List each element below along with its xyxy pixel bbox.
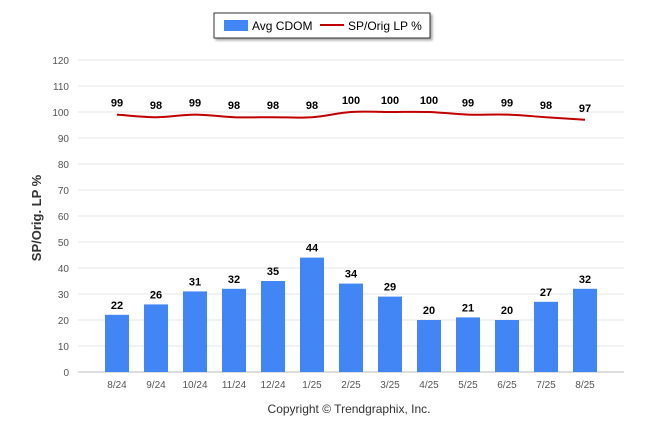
x-tick-label: 6/25 <box>497 380 517 391</box>
bar <box>573 288 597 372</box>
bar <box>300 257 324 372</box>
bar-data-label: 34 <box>345 269 358 281</box>
line-data-label: 99 <box>189 98 201 110</box>
line-data-label: 97 <box>579 103 591 115</box>
line-data-label: 99 <box>501 98 513 110</box>
bar-data-label: 26 <box>150 289 162 301</box>
bar-data-label: 22 <box>111 300 123 312</box>
line-data-label: 100 <box>420 95 438 107</box>
bar-data-label: 32 <box>579 274 591 286</box>
bar <box>339 283 363 372</box>
line-data-label: 100 <box>381 95 399 107</box>
bar-data-label: 20 <box>501 305 513 317</box>
line-data-label: 98 <box>267 100 279 112</box>
bar <box>495 320 519 372</box>
x-tick-label: 2/25 <box>341 380 361 391</box>
bar <box>534 301 558 372</box>
y-tick-label: 100 <box>52 108 69 119</box>
x-axis-ticks: 8/24 9/24 10/24 11/24 12/24 1/25 2/25 3/25 4/25 5… <box>107 380 595 391</box>
line-data-label: 98 <box>306 100 318 112</box>
x-tick-label: 12/24 <box>260 380 285 391</box>
bar-data-label: 27 <box>540 287 552 299</box>
bar-data-labels: 22 26 31 32 35 44 34 29 20 21 20 27 32 <box>111 243 591 317</box>
x-tick-label: 1/25 <box>302 380 322 391</box>
x-tick-label: 4/25 <box>419 380 439 391</box>
legend: Avg CDOM SP/Orig LP % <box>213 12 431 39</box>
bar <box>378 296 402 372</box>
y-tick-label: 50 <box>58 238 70 249</box>
bar <box>144 304 168 372</box>
line-data-labels: 99 98 99 98 98 98 100 100 100 99 99 98 97 <box>111 95 591 115</box>
y-tick-label: 80 <box>58 160 70 171</box>
y-tick-label: 60 <box>58 212 70 223</box>
legend-label-sp-orig-lp: SP/Orig LP % <box>348 19 422 33</box>
y-tick-label: 90 <box>58 134 70 145</box>
x-tick-label: 8/25 <box>575 380 595 391</box>
legend-swatch-avg-cdom <box>224 20 248 31</box>
line-data-label: 98 <box>540 100 552 112</box>
line-data-label: 99 <box>111 98 123 110</box>
x-tick-label: 5/25 <box>458 380 478 391</box>
y-tick-label: 110 <box>53 82 69 93</box>
gridlines <box>78 59 624 373</box>
bar <box>222 288 246 372</box>
bar-data-label: 29 <box>384 282 396 294</box>
series-line <box>116 110 586 121</box>
y-axis-ticks: 0 10 20 30 40 50 60 70 80 90 100 110 120 <box>52 56 69 379</box>
bar <box>261 281 285 372</box>
bar <box>105 314 129 372</box>
bar-data-label: 32 <box>228 274 240 286</box>
bar-data-label: 21 <box>462 302 474 314</box>
x-tick-label: 8/24 <box>107 380 127 391</box>
bar-series-avg-cdom <box>105 257 597 372</box>
line-data-label: 99 <box>462 98 474 110</box>
y-tick-label: 20 <box>58 316 70 327</box>
x-tick-label: 7/25 <box>536 380 556 391</box>
line-data-label: 98 <box>228 100 240 112</box>
line-data-label: 100 <box>342 95 360 107</box>
bar <box>456 317 480 372</box>
bar <box>417 320 441 372</box>
copyright-credit: Copyright © Trendgraphix, Inc. <box>268 402 431 416</box>
y-tick-label: 70 <box>58 186 70 197</box>
x-tick-label: 3/25 <box>380 380 400 391</box>
bar-data-label: 35 <box>267 266 279 278</box>
line-data-label: 98 <box>150 100 162 112</box>
y-tick-label: 10 <box>58 342 70 353</box>
bar-data-label: 20 <box>423 305 435 317</box>
bar-data-label: 44 <box>306 243 319 255</box>
x-tick-label: 11/24 <box>222 380 247 391</box>
x-tick-label: 10/24 <box>182 380 207 391</box>
y-tick-label: 120 <box>52 56 69 67</box>
legend-label-avg-cdom: Avg CDOM <box>252 19 312 33</box>
x-tick-label: 9/24 <box>146 380 166 391</box>
y-axis-title: SP/Orig. LP % <box>29 174 44 261</box>
bar-data-label: 31 <box>189 276 201 288</box>
y-tick-label: 0 <box>63 368 69 379</box>
y-tick-label: 40 <box>58 264 70 275</box>
y-tick-label: 30 <box>58 290 70 301</box>
line-series-sp-orig-lp <box>116 110 586 121</box>
bar <box>183 291 207 372</box>
